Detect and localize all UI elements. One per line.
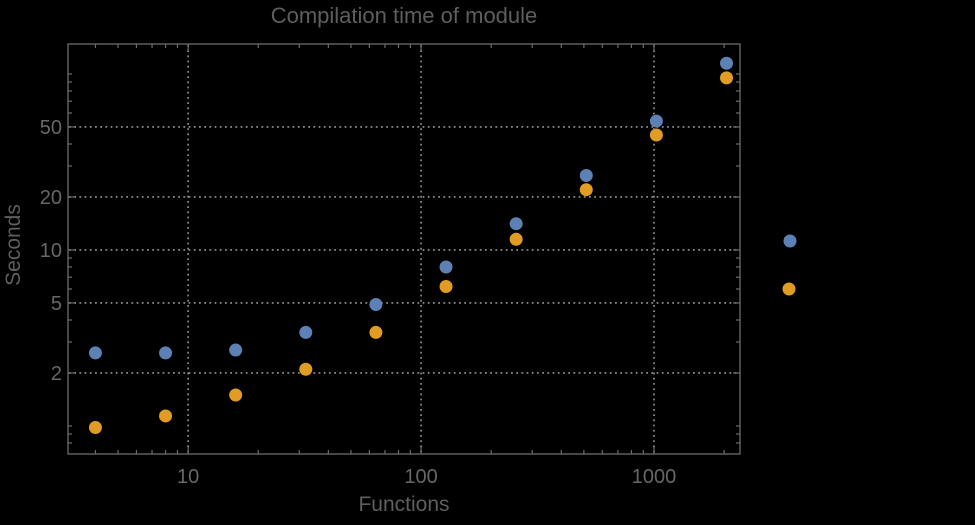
orange-series-point xyxy=(509,232,523,246)
blue-series-point xyxy=(439,260,453,274)
plot-frame xyxy=(67,43,741,455)
orange-series-point xyxy=(439,280,453,294)
orange-series-point xyxy=(299,362,313,376)
chart-title: Compilation time of module xyxy=(270,3,538,28)
y-tick-label: 20 xyxy=(40,187,62,209)
blue-series-point xyxy=(579,168,593,182)
y-tick-label: 50 xyxy=(40,117,62,139)
orange-series-point xyxy=(159,409,173,423)
orange-series-point xyxy=(369,325,383,339)
orange-series-point xyxy=(579,183,593,197)
orange-series-point xyxy=(229,388,243,402)
blue-series-point xyxy=(509,217,523,231)
y-tick-label: 5 xyxy=(51,293,62,315)
blue-series-point xyxy=(229,343,243,357)
blue-series-point xyxy=(299,325,313,339)
x-tick-label: 100 xyxy=(404,466,437,488)
x-tick-label: 10 xyxy=(177,466,199,488)
blue-series-point xyxy=(369,297,383,311)
x-axis-label: Functions xyxy=(358,493,450,516)
blue-series-point xyxy=(649,114,663,128)
blue-legend-marker xyxy=(783,234,797,248)
orange-series-point xyxy=(720,71,734,85)
orange-series-point xyxy=(88,421,102,435)
blue-series-point xyxy=(720,56,734,70)
blue-series-point xyxy=(159,346,173,360)
orange-legend-marker xyxy=(782,282,796,296)
blue-series-point xyxy=(88,346,102,360)
orange-series-point xyxy=(649,128,663,142)
y-tick-label: 2 xyxy=(51,363,62,385)
x-tick-label: 1000 xyxy=(632,466,677,488)
y-tick-label: 10 xyxy=(40,240,62,262)
